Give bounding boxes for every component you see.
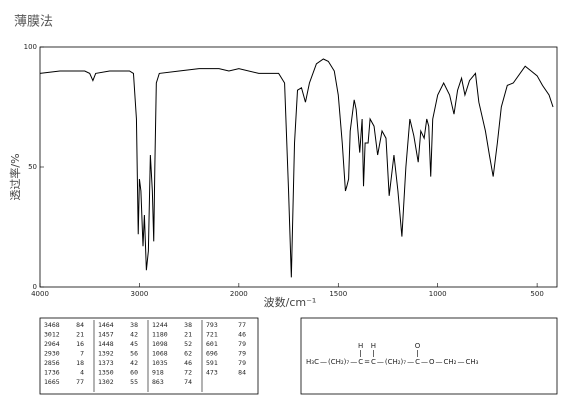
spectrum-line: [39, 58, 554, 278]
structure-atom: —: [421, 358, 428, 366]
x-tick-label: 1000: [429, 290, 447, 298]
structure-atom: =: [364, 358, 370, 366]
peak-wavenumber: 721: [206, 331, 218, 339]
peak-transmittance: 52: [184, 340, 192, 348]
peak-wavenumber: 918: [152, 369, 164, 377]
peak-transmittance: 21: [76, 331, 84, 339]
structure-atom: —: [407, 358, 414, 366]
peak-wavenumber: 1098: [152, 340, 168, 348]
structure-atom: —: [320, 358, 327, 366]
peak-transmittance: 56: [130, 350, 138, 358]
peak-transmittance: 79: [238, 350, 246, 358]
peak-transmittance: 72: [184, 369, 192, 377]
peak-wavenumber: 601: [206, 340, 218, 348]
structure-atom: CH₃: [465, 358, 478, 366]
structure-atom: —: [436, 358, 443, 366]
peak-wavenumber: 591: [206, 359, 218, 367]
peak-transmittance: 79: [238, 340, 246, 348]
peak-wavenumber: 1068: [152, 350, 168, 358]
structure-atom: H₃C: [306, 358, 319, 366]
structure-atom: —: [377, 358, 384, 366]
plot-frame: [39, 46, 558, 288]
peak-wavenumber: 863: [152, 378, 164, 386]
peak-transmittance: 77: [238, 321, 246, 329]
peak-wavenumber: 1736: [44, 369, 60, 377]
peak-wavenumber: 1392: [98, 350, 114, 358]
peak-wavenumber: 793: [206, 321, 218, 329]
peak-transmittance: 84: [238, 369, 246, 377]
chart-title: 薄膜法: [14, 15, 53, 30]
peak-transmittance: 38: [184, 321, 192, 329]
peak-transmittance: 62: [184, 350, 192, 358]
peak-transmittance: 74: [184, 378, 192, 386]
peak-transmittance: 7: [80, 350, 84, 358]
x-axis-label: 波数/cm⁻¹: [264, 296, 317, 309]
structure-atom: (CH₂)₇: [385, 358, 406, 366]
peak-wavenumber: 1457: [98, 331, 114, 339]
peak-wavenumber: 473: [206, 369, 218, 377]
peak-transmittance: 77: [76, 378, 84, 386]
y-tick-label: 50: [28, 163, 37, 171]
y-axis-label: 透过率/%: [8, 153, 22, 200]
structure-atom: —: [457, 358, 464, 366]
peak-transmittance: 45: [130, 340, 138, 348]
x-tick-label: 4000: [31, 290, 49, 298]
peak-wavenumber: 3468: [44, 321, 60, 329]
peak-wavenumber: 3012: [44, 331, 60, 339]
peak-transmittance: 4: [80, 369, 84, 377]
peak-wavenumber: 1302: [98, 378, 114, 386]
peak-transmittance: 55: [130, 378, 138, 386]
peak-transmittance: 46: [184, 359, 192, 367]
peak-wavenumber: 1373: [98, 359, 114, 367]
x-tick-label: 500: [530, 290, 543, 298]
peak-transmittance: 18: [76, 359, 84, 367]
peak-transmittance: 16: [76, 340, 84, 348]
peak-transmittance: 46: [238, 331, 246, 339]
structure-box: [300, 317, 558, 395]
peak-table-box: [39, 317, 259, 395]
structure-atom: C: [415, 358, 420, 366]
peak-transmittance: 21: [184, 331, 192, 339]
structure-atom: O: [415, 342, 421, 350]
peak-wavenumber: 2856: [44, 359, 60, 367]
structure-atom: —: [350, 358, 357, 366]
peak-transmittance: 84: [76, 321, 84, 329]
y-tick-label: 100: [24, 43, 37, 51]
peak-transmittance: 60: [130, 369, 138, 377]
peak-wavenumber: 1350: [98, 369, 114, 377]
y-tick-label: 0: [33, 283, 37, 291]
structure-atom: H: [358, 342, 363, 350]
peak-wavenumber: 696: [206, 350, 218, 358]
peak-wavenumber: 1448: [98, 340, 114, 348]
x-tick-label: 1500: [329, 290, 347, 298]
peak-wavenumber: 1180: [152, 331, 168, 339]
peak-transmittance: 42: [130, 331, 138, 339]
structure-atom: H: [371, 342, 376, 350]
x-tick-label: 2000: [230, 290, 248, 298]
peak-wavenumber: 2964: [44, 340, 60, 348]
structure-atom: (CH₂)₇: [328, 358, 349, 366]
peak-transmittance: 38: [130, 321, 138, 329]
peak-wavenumber: 1244: [152, 321, 168, 329]
structure-atom: CH₂: [444, 358, 457, 366]
peak-transmittance: 42: [130, 359, 138, 367]
structure-atom: O: [429, 358, 435, 366]
peak-wavenumber: 1035: [152, 359, 168, 367]
peak-transmittance: 79: [238, 359, 246, 367]
x-tick-label: 3000: [131, 290, 149, 298]
peak-wavenumber: 2930: [44, 350, 60, 358]
structure-atom: C: [371, 358, 376, 366]
peak-wavenumber: 1665: [44, 378, 60, 386]
peak-wavenumber: 1464: [98, 321, 114, 329]
structure-atom: C: [358, 358, 363, 366]
